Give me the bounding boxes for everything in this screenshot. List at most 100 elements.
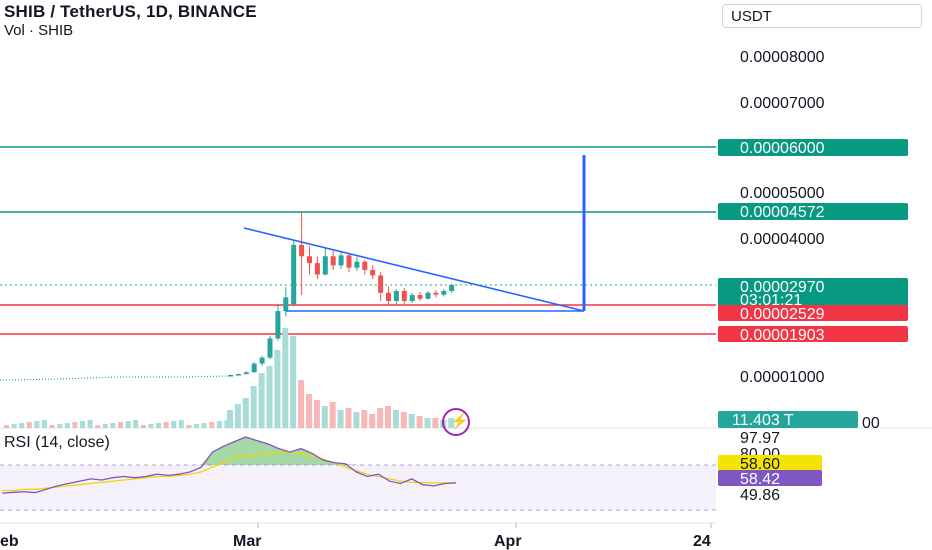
- volume-bar: [11, 424, 17, 428]
- candle-body: [370, 269, 376, 276]
- candle-body: [417, 295, 423, 299]
- price-tick-5: 0.00001000: [740, 369, 825, 386]
- volume-bar: [19, 423, 25, 428]
- triangle-upper-trendline[interactable]: [243, 227, 585, 312]
- volume-tag: [718, 411, 858, 428]
- volume-bar: [148, 424, 154, 428]
- candle-body: [441, 290, 447, 295]
- volume-bar: [72, 422, 78, 428]
- candle-body: [314, 263, 320, 275]
- candle-body: [338, 255, 344, 266]
- candle-body: [228, 375, 233, 377]
- target-price-text: 0.00006000: [740, 140, 825, 157]
- price-tick-2: 0.00007000: [740, 95, 825, 112]
- support-high-text: 0.00002529: [740, 306, 825, 323]
- volume-bar: [408, 414, 415, 428]
- volume-bar: [353, 412, 360, 428]
- candle-body: [283, 297, 289, 312]
- volume-bar: [102, 424, 108, 428]
- currency-label: USDT: [731, 8, 772, 25]
- support-low-tag: [718, 326, 908, 342]
- volume-bar: [266, 366, 273, 428]
- volume-bar: [57, 424, 63, 428]
- target-price-tag: [718, 139, 908, 156]
- volume-bar: [282, 328, 289, 428]
- rsi-value-tag: [718, 470, 822, 486]
- candle-body: [243, 372, 249, 375]
- volume-bar: [87, 420, 93, 428]
- volume-bar: [125, 421, 131, 428]
- candle-body: [386, 292, 391, 302]
- volume-bar: [290, 336, 297, 428]
- volume-bar: [80, 421, 85, 428]
- candle-body: [401, 290, 407, 302]
- rsi-overbought-fill: [2, 437, 456, 465]
- volume-bar: [95, 425, 101, 428]
- volume-bar: [377, 408, 384, 428]
- price-tick-4: 0.00004000: [740, 231, 825, 248]
- volume-legend[interactable]: Vol · SHIB: [4, 22, 74, 39]
- currency-selector[interactable]: USDT: [722, 4, 922, 28]
- rsi-axis-top: 97.97: [740, 430, 780, 447]
- volume-bar: [201, 423, 207, 428]
- rsi-ma-text: 58.60: [740, 456, 780, 473]
- volume-bar: [118, 422, 123, 428]
- candle-body: [378, 275, 384, 293]
- volume-bar: [345, 408, 352, 428]
- pre-move-candles: [0, 375, 231, 381]
- volume-bar: [329, 402, 336, 428]
- volume-bar: [42, 420, 47, 428]
- candle-body: [259, 357, 265, 364]
- countdown-text: 03:01:21: [740, 292, 802, 309]
- volume-bar: [4, 425, 9, 428]
- volume-text: 11.403 T: [732, 412, 794, 429]
- resistance-price-tag: [718, 203, 908, 220]
- candle-body: [393, 290, 399, 302]
- candle-body: [307, 256, 312, 264]
- volume-bar: [163, 422, 169, 428]
- volume-bar: [26, 422, 32, 428]
- lightning-icon: ⚡: [450, 413, 469, 430]
- volume-bar: [369, 414, 376, 428]
- candle-body: [299, 244, 305, 257]
- candle-body: [322, 256, 328, 275]
- volume-bar: [234, 404, 241, 428]
- price-tick-1: 0.00008000: [740, 49, 825, 66]
- rsi-value-text: 58.42: [740, 471, 780, 488]
- candle-body: [330, 256, 336, 266]
- volume-bars-early: [4, 420, 230, 428]
- candle-body: [275, 311, 281, 339]
- candle-body: [409, 295, 415, 302]
- time-label-24: 24: [693, 533, 711, 550]
- volume-bar: [194, 424, 199, 428]
- volume-bar: [258, 373, 265, 428]
- volume-bar: [385, 406, 391, 428]
- volume-bar: [313, 400, 320, 428]
- volume-bar: [34, 421, 40, 428]
- last-price-text: 0.00002970: [740, 279, 825, 296]
- volume-bar: [110, 423, 116, 428]
- volume-bar: [424, 418, 431, 428]
- volume-bar: [49, 425, 55, 428]
- rsi-legend[interactable]: RSI (14, close): [4, 434, 110, 451]
- candlesticks: [228, 212, 455, 377]
- volume-bar: [416, 416, 423, 428]
- volume-bar: [216, 421, 222, 428]
- symbol-title[interactable]: SHIB / TetherUS, 1D, BINANCE: [4, 2, 257, 21]
- volume-bar: [242, 398, 249, 428]
- last-price-tag: [718, 278, 908, 308]
- volume-bar: [140, 425, 146, 428]
- volume-bar: [400, 412, 407, 428]
- volume-bar: [178, 420, 184, 428]
- flash-icon[interactable]: ⚡: [442, 408, 470, 436]
- price-tick-3: 0.00005000: [740, 185, 825, 202]
- volume-bar: [298, 380, 305, 428]
- hidden-axis-tick: 00: [862, 415, 880, 432]
- time-label-apr: Apr: [494, 533, 522, 550]
- rsi-axis-bottom: 49.86: [740, 487, 780, 504]
- support-low-text: 0.00001903: [740, 327, 825, 344]
- volume-bar: [64, 423, 70, 428]
- volume-bars: [227, 328, 455, 428]
- candle-body: [346, 255, 352, 268]
